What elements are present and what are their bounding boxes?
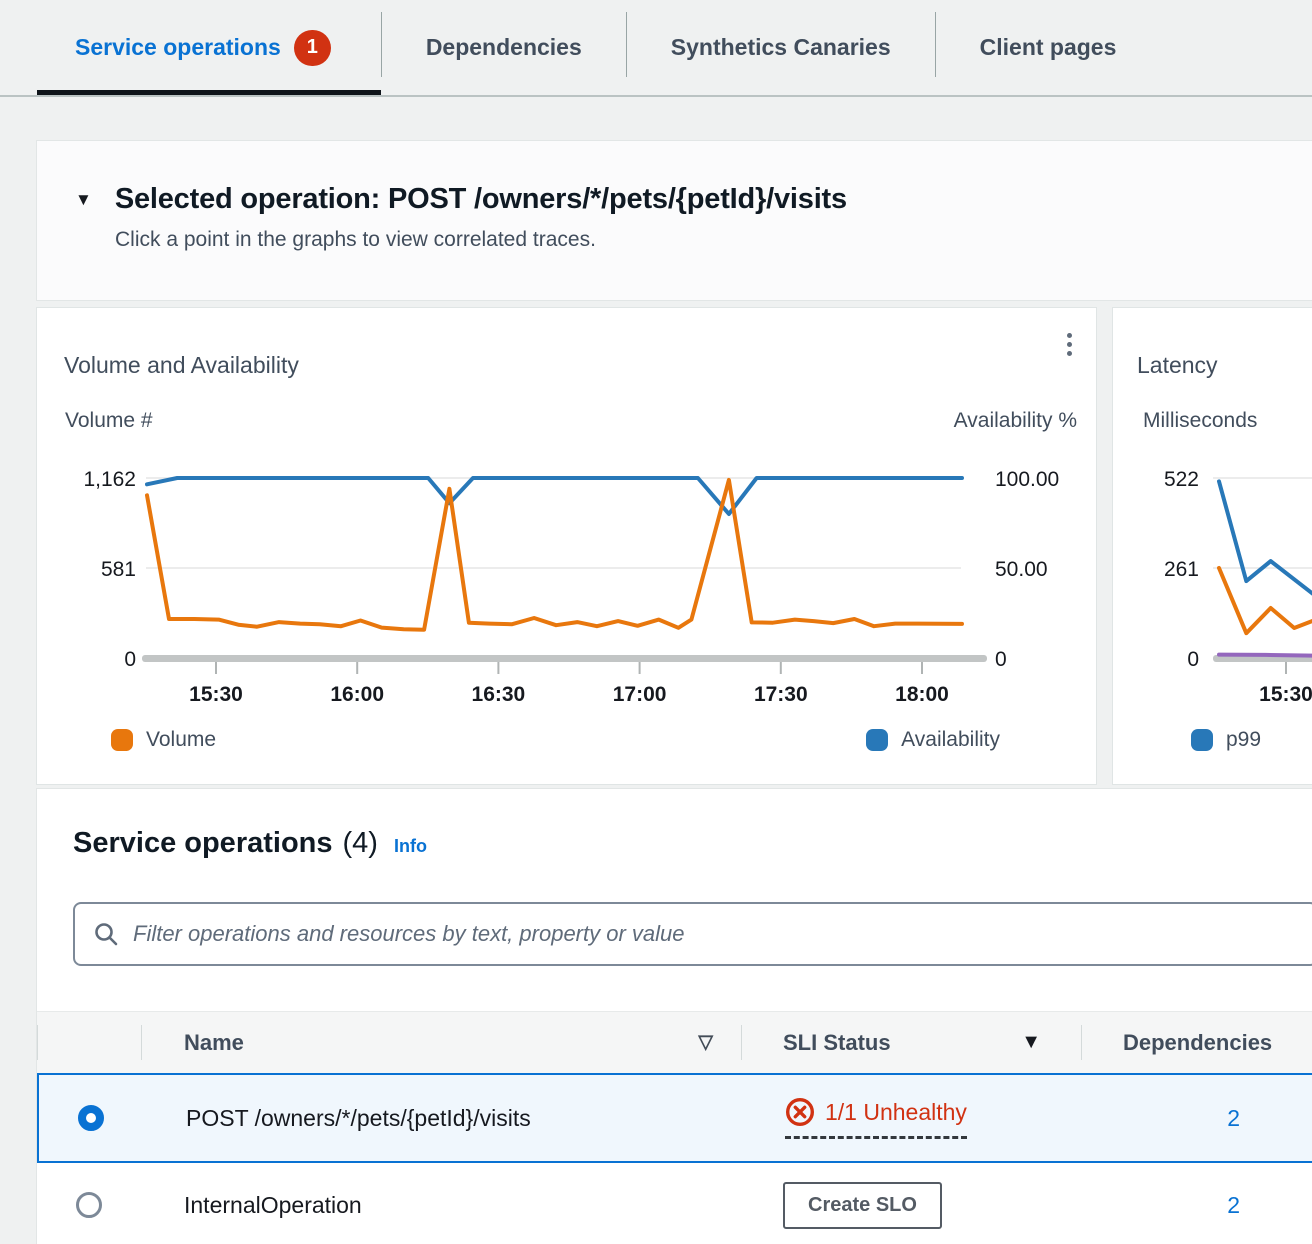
right-tick-label: 50.00 [995, 558, 1048, 581]
create-slo-button[interactable]: Create SLO [783, 1181, 942, 1229]
chart-title: Latency [1137, 352, 1218, 378]
tab-divider [934, 12, 936, 77]
filter-input[interactable] [133, 921, 1302, 947]
x-tick-label: 18:00 [895, 683, 949, 706]
left-axis-caption: Volume # [65, 409, 153, 432]
dependencies-link[interactable]: 2 [1227, 1191, 1240, 1218]
column-header-sli-status[interactable]: SLI Status ▼ [741, 1012, 1081, 1073]
legend-item-p99: p99 [1191, 728, 1261, 752]
tab-client-pages[interactable]: Client pages [936, 0, 1161, 95]
chart-line-series [1217, 652, 1312, 658]
chart-line-Volume [145, 477, 964, 632]
availability-swatch-icon [866, 729, 889, 751]
p99-swatch-icon [1191, 729, 1213, 751]
section-title: Service operations [73, 827, 333, 859]
legend-item-availability: Availability [866, 728, 1000, 752]
x-tick-label: 16:30 [472, 683, 526, 706]
notification-badge: 1 [293, 29, 331, 66]
x-tick-label: 15:30 [189, 683, 243, 706]
x-axis-line [142, 655, 987, 662]
volume-availability-card: Volume and Availability Volume # Availab… [36, 307, 1097, 785]
chart-line-Availability [145, 476, 964, 516]
chart-legend: Volume Availability [37, 728, 1096, 752]
operations-table: Name ▽ SLI Status ▼ Dependencies POST /o… [37, 1011, 1312, 1244]
selected-operation-subtitle: Click a point in the graphs to view corr… [115, 228, 596, 251]
volume-swatch-icon [111, 729, 133, 751]
latency-card: Latency Milliseconds 15:30 522 261 0 p99 [1112, 307, 1312, 785]
x-tick-label: 15:30 [1259, 683, 1312, 706]
chart-legend: p99 [1113, 728, 1312, 752]
error-icon [785, 1097, 815, 1127]
tab-label: Synthetics Canaries [670, 34, 891, 60]
left-tick-label: 522 [1164, 468, 1199, 491]
column-header-name[interactable]: Name ▽ [141, 1012, 741, 1073]
search-icon [95, 923, 118, 946]
more-actions-icon[interactable] [1057, 333, 1081, 367]
charts-row: Volume and Availability Volume # Availab… [36, 307, 1312, 785]
operation-name: InternalOperation [184, 1191, 362, 1218]
tab-bar: Service operations 1 Dependencies Synthe… [0, 0, 1312, 97]
column-header-dependencies[interactable]: Dependencies [1081, 1012, 1312, 1073]
dependencies-link[interactable]: 2 [1227, 1104, 1240, 1131]
tab-label: Service operations [75, 34, 281, 60]
left-tick-label: 261 [1164, 558, 1199, 581]
selected-operation-title: Selected operation: POST /owners/*/pets/… [114, 183, 847, 215]
tab-divider [625, 12, 627, 77]
tab-service-operations[interactable]: Service operations 1 [37, 0, 381, 95]
x-tick-label: 17:00 [613, 683, 667, 706]
tab-label: Client pages [979, 34, 1117, 60]
left-tick-label: 1,162 [83, 468, 136, 491]
right-tick-label: 100.00 [995, 468, 1059, 491]
legend-item-volume: Volume [111, 728, 216, 752]
left-tick-label: 581 [101, 558, 136, 581]
chart-line-p99 [1217, 479, 1312, 596]
table-row[interactable]: InternalOperation Create SLO 2 [37, 1163, 1312, 1244]
radio-column-header [37, 1012, 141, 1073]
info-link[interactable]: Info [393, 836, 427, 856]
tab-divider [380, 12, 382, 77]
sli-status-text: 1/1 Unhealthy [825, 1098, 967, 1125]
operation-name: POST /owners/*/pets/{petId}/visits [186, 1104, 531, 1131]
chart-title: Volume and Availability [64, 352, 299, 378]
radio-selected[interactable] [78, 1105, 104, 1131]
left-axis-caption: Milliseconds [1143, 409, 1258, 432]
filter-box [73, 902, 1312, 966]
sort-icon[interactable]: ▽ [698, 1032, 713, 1053]
tab-dependencies[interactable]: Dependencies [382, 0, 626, 95]
right-axis-caption: Availability % [953, 409, 1077, 432]
x-tick-label: 16:00 [330, 683, 384, 706]
latency-chart[interactable]: 15:30 522 261 0 [1113, 456, 1312, 714]
selected-operation-panel: ▼ Selected operation: POST /owners/*/pet… [36, 140, 1312, 301]
table-row[interactable]: POST /owners/*/pets/{petId}/visits 1/1 U… [37, 1073, 1312, 1163]
volume-availability-chart[interactable]: 15:30 16:00 16:30 17:00 17:30 18:00 1,162 581 0 1… [37, 456, 1098, 714]
collapse-triangle-icon[interactable]: ▼ [75, 189, 92, 209]
x-tick-label: 17:30 [754, 683, 808, 706]
table-header-row: Name ▽ SLI Status ▼ Dependencies [37, 1011, 1312, 1073]
sli-status-unhealthy[interactable]: 1/1 Unhealthy [785, 1097, 967, 1139]
tab-label: Dependencies [425, 34, 582, 60]
right-tick-label: 0 [995, 648, 1007, 671]
left-tick-label: 0 [1187, 648, 1199, 671]
chart-line-series [1217, 566, 1312, 636]
tab-synthetics-canaries[interactable]: Synthetics Canaries [627, 0, 935, 95]
service-operations-section: Service operations (4) Info Name ▽ SLI S… [36, 788, 1312, 1244]
left-tick-label: 0 [124, 648, 136, 671]
section-count: (4) [342, 827, 378, 859]
radio-unselected[interactable] [76, 1192, 102, 1218]
sort-descending-icon[interactable]: ▼ [1021, 1031, 1041, 1053]
